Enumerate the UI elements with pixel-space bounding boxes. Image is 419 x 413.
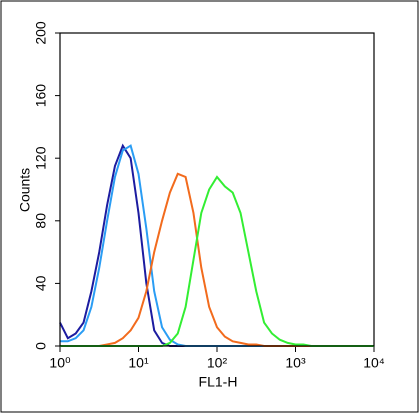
x-tick-label: 10⁴ [363, 355, 385, 371]
plot-frame [59, 32, 375, 347]
y-tick-label: 160 [33, 84, 49, 108]
x-axis-label: FL1-H [199, 374, 238, 390]
x-tick-label: 10¹ [128, 355, 149, 371]
x-tick-label: 10² [207, 355, 228, 371]
series-line [60, 172, 374, 347]
y-axis-label: Counts [17, 168, 33, 212]
x-tick-label: 10³ [285, 355, 306, 371]
x-tick-label: 10⁰ [49, 355, 71, 371]
y-tick-label: 80 [33, 213, 49, 229]
y-tick-label: 40 [33, 275, 49, 291]
y-tick-label: 200 [33, 21, 49, 45]
y-tick-label: 0 [33, 342, 49, 350]
y-tick-label: 120 [33, 146, 49, 170]
